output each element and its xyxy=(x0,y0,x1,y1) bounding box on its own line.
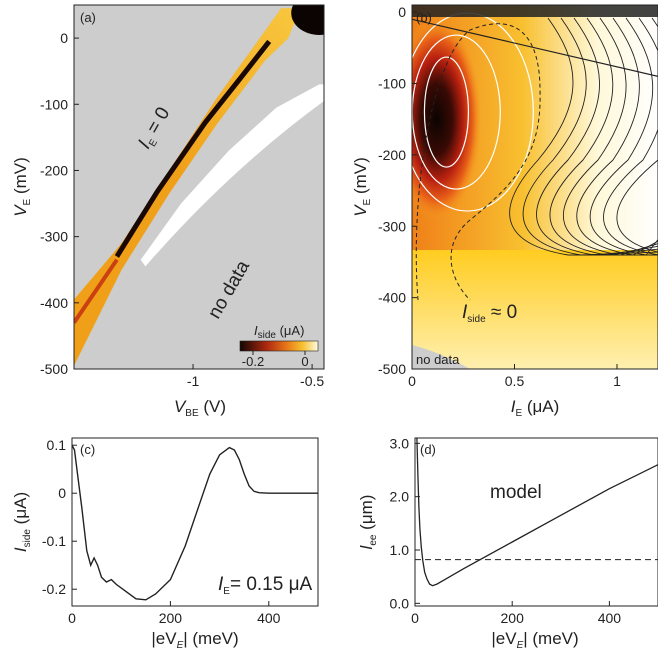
x-tick-label: 400 xyxy=(598,610,622,626)
b-y-label: VE (mV) xyxy=(351,157,373,217)
y-tick-label: -0.2 xyxy=(42,581,66,597)
d-x-ticks: 0 200 400 xyxy=(411,601,621,626)
x-tick-label: 200 xyxy=(159,610,183,626)
white-region xyxy=(140,84,324,267)
y-tick-label: -400 xyxy=(40,295,68,311)
panel-b: (b) 0 0.5 1 0-100-200-300-400-500 IE (μA) … xyxy=(351,4,658,419)
colorbar-tick-label: 0 xyxy=(301,354,308,369)
x-tick-label: -1 xyxy=(187,373,200,389)
y-tick-label: -400 xyxy=(378,290,406,306)
x-tick-label: 0 xyxy=(408,373,416,389)
y-tick-label: 0.0 xyxy=(390,595,410,611)
y-tick-label: -500 xyxy=(378,361,406,377)
a-x-label: VBE (V) xyxy=(174,397,226,419)
y-tick-label: -0.1 xyxy=(42,533,66,549)
panel-b-label: (b) xyxy=(416,10,432,25)
b-contour-black xyxy=(509,17,658,256)
panel-a: (a) -1 -0.5 0 -100 -200 -300 -400 -500 VBE (V)… xyxy=(11,4,325,419)
x-tick-label: 400 xyxy=(257,610,281,626)
b-top-strip xyxy=(412,5,658,17)
a-x-ticks: -1 -0.5 xyxy=(187,364,324,389)
dark-corner xyxy=(291,5,324,35)
d-y-ticks: 3.0 2.0 1.0 0.0 xyxy=(390,435,420,611)
x-tick-label: 200 xyxy=(501,610,525,626)
dark-ridge xyxy=(114,39,272,258)
y-tick-label: 0 xyxy=(60,30,68,46)
b-annotation-iside: Iside ≈ 0 xyxy=(462,302,517,325)
c-x-ticks: 0 200 400 xyxy=(68,601,281,626)
x-tick-label: -0.5 xyxy=(300,373,324,389)
d-series-line xyxy=(416,438,658,587)
colorbar xyxy=(239,340,319,352)
panel-b-frame xyxy=(411,4,658,370)
b-contour-black xyxy=(536,17,658,256)
band-region xyxy=(74,8,301,366)
b-dark-core xyxy=(412,17,482,221)
c-y-label: Iside (μA) xyxy=(11,492,33,552)
colorbar-label: Iside (μA) xyxy=(254,323,304,341)
y-tick-label: -500 xyxy=(40,361,68,377)
panel-a-label: (a) xyxy=(80,10,96,25)
y-tick-label: 0 xyxy=(398,4,406,20)
b-y-ticks: 0 -100 -200 -300 -400 -500 xyxy=(378,4,417,377)
red-ridge xyxy=(74,258,119,324)
panel-c-label: (c) xyxy=(80,442,95,457)
colorbar-ticks: -0.2 0 xyxy=(242,351,309,369)
panel-d-frame xyxy=(414,437,658,607)
y-tick-label: -300 xyxy=(40,229,68,245)
b-contour-black xyxy=(589,17,658,256)
b-straight-line xyxy=(412,18,658,77)
panel-d: (d) 0 200 400 3.0 2.0 1.0 0.0 |eVE| (meV) lee… xyxy=(357,435,658,651)
b-x-ticks: 0 0.5 1 xyxy=(408,364,621,389)
x-tick-label: 1 xyxy=(613,373,621,389)
x-tick-label: 0 xyxy=(68,610,76,626)
y-tick-label: -200 xyxy=(40,162,68,178)
x-tick-label: 0.5 xyxy=(505,373,525,389)
y-tick-label: -200 xyxy=(378,147,406,163)
panel-c-frame xyxy=(71,437,319,607)
y-tick-label: -300 xyxy=(378,218,406,234)
y-tick-label: 0.1 xyxy=(47,437,67,453)
b-contour-black xyxy=(576,17,658,256)
b-contour-zero xyxy=(415,23,541,301)
y-tick-label: 3.0 xyxy=(390,435,410,451)
c-y-ticks: 0.1 0 -0.1 -0.2 xyxy=(42,437,77,597)
d-y-label: lee (μm) xyxy=(357,495,379,550)
y-tick-label: 1.0 xyxy=(390,542,410,558)
y-tick-label: -100 xyxy=(378,76,406,92)
d-x-label: |eVE| (meV) xyxy=(491,629,578,651)
panel-a-frame xyxy=(73,4,325,370)
y-tick-label: 0 xyxy=(58,485,66,501)
b-annotation-no-data: no data xyxy=(416,352,460,367)
colorbar-tick-label: -0.2 xyxy=(242,354,264,369)
b-contour-white xyxy=(423,56,470,168)
b-contour-black xyxy=(562,17,658,256)
a-y-label: VE (mV) xyxy=(11,157,33,217)
panel-d-label: (d) xyxy=(420,442,436,457)
y-tick-label: -100 xyxy=(40,96,68,112)
x-tick-label: 0 xyxy=(411,610,419,626)
b-contour-black xyxy=(603,17,658,256)
d-annotation-model: model xyxy=(490,482,542,503)
a-y-ticks: 0 -100 -200 -300 -400 -500 xyxy=(40,30,79,377)
panel-c: (c) 0 200 400 0.1 0 -0.1 -0.2 |eVE| (meV) Isi… xyxy=(11,437,319,651)
b-bottom-region xyxy=(412,250,658,369)
c-x-label: |eVE| (meV) xyxy=(151,629,238,651)
y-tick-label: 2.0 xyxy=(390,489,410,505)
b-contour-black xyxy=(549,17,658,256)
c-series-line xyxy=(71,444,318,601)
c-annotation: IE= 0.15 μA xyxy=(218,574,313,597)
b-no-data-region xyxy=(412,345,470,369)
b-x-label: IE (μA) xyxy=(511,397,560,419)
